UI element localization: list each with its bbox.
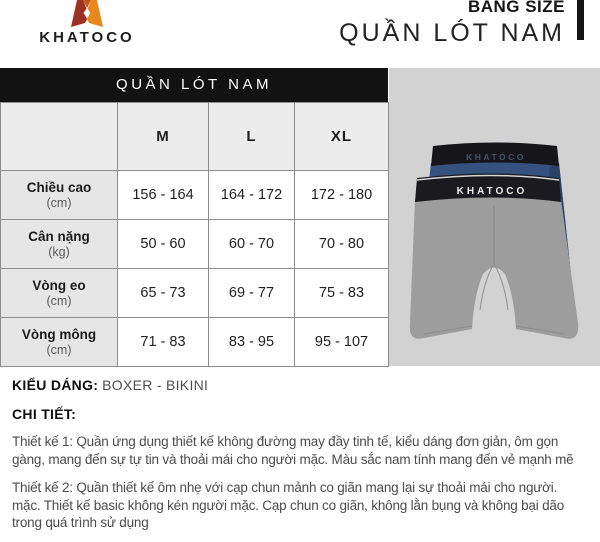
row-label-weight: Cân nặng (kg) xyxy=(0,219,118,269)
brand-logo-icon xyxy=(71,0,103,27)
details-section: KIỂU DÁNG: BOXER - BIKINI CHI TIẾT: Thiế… xyxy=(12,371,592,532)
row-unit-text: (cm) xyxy=(46,343,72,357)
cell-weight-l: 60 - 70 xyxy=(208,219,295,269)
size-column-m: M xyxy=(117,102,209,171)
paragraph-line: mặc. Thiết kế basic không kén người mặc.… xyxy=(12,497,564,513)
boxers-illustration: KHATOCO KHATOCO xyxy=(409,142,579,339)
row-label-height: Chiều cao (cm) xyxy=(0,170,118,220)
size-column-l: L xyxy=(208,102,295,171)
product-photo: KHATOCO KHATOCO xyxy=(389,68,600,366)
row-label-text: Cân nặng xyxy=(28,229,90,244)
paragraph-line: Thiết kế 1: Quần ứng dụng thiết kế không… xyxy=(12,434,559,449)
header-title-small: BẢNG SIZE xyxy=(467,0,565,16)
waistband-brand-text-blue: KHATOCO xyxy=(466,152,526,162)
style-label: KIỂU DÁNG: xyxy=(12,377,99,393)
size-grid: M L XL Chiều cao (cm) 156 - 164 164 - 17… xyxy=(0,102,389,367)
paragraph-line: gàng, mang đến sự tự tin và thoải mái ch… xyxy=(12,451,574,467)
table-row-weight: Cân nặng (kg) 50 - 60 60 - 70 70 - 80 xyxy=(0,219,389,269)
row-unit-text: (cm) xyxy=(46,196,72,210)
cell-hip-xl: 95 - 107 xyxy=(294,317,389,367)
header-accent-bar xyxy=(577,0,584,40)
paragraph-line: Thiết kế 2: Quần thiết kế ôm nhẹ với cạp… xyxy=(12,480,558,495)
table-row-waist: Vòng eo (cm) 65 - 73 69 - 77 75 - 83 xyxy=(0,268,389,318)
row-unit-text: (kg) xyxy=(48,245,70,259)
row-label-hip: Vòng mông (cm) xyxy=(0,317,118,367)
row-label-text: Vòng mông xyxy=(21,327,97,342)
detail-paragraph-2: Thiết kế 2: Quần thiết kế ôm nhẹ với cạp… xyxy=(12,479,592,532)
cell-weight-m: 50 - 60 xyxy=(117,219,209,269)
table-row-height: Chiều cao (cm) 156 - 164 164 - 172 172 -… xyxy=(0,170,389,220)
cell-waist-xl: 75 - 83 xyxy=(294,268,389,318)
detail-paragraph-1: Thiết kế 1: Quần ứng dụng thiết kế không… xyxy=(12,433,592,468)
style-value: BOXER - BIKINI xyxy=(102,377,209,393)
cell-height-l: 164 - 172 xyxy=(208,170,295,220)
page-header-titles: BẢNG SIZE QUẦN LÓT NAM xyxy=(339,0,565,48)
cell-hip-l: 83 - 95 xyxy=(208,317,295,367)
cell-height-xl: 172 - 180 xyxy=(294,170,389,220)
cell-waist-l: 69 - 77 xyxy=(208,268,295,318)
row-label-text: Chiều cao xyxy=(26,180,92,195)
style-line: KIỂU DÁNG: BOXER - BIKINI xyxy=(12,377,592,393)
cell-hip-m: 71 - 83 xyxy=(117,317,209,367)
brand-logo: KHATOCO xyxy=(32,0,142,46)
detail-label: CHI TIẾT: xyxy=(12,406,77,422)
row-label-text: Vòng eo xyxy=(32,278,86,293)
cell-height-m: 156 - 164 xyxy=(117,170,209,220)
size-header-empty-cell xyxy=(0,102,118,171)
cell-waist-m: 65 - 73 xyxy=(117,268,209,318)
paragraph-line: trong quá trình sử dụng xyxy=(12,515,149,530)
cell-weight-xl: 70 - 80 xyxy=(294,219,389,269)
size-chart-table: QUẦN LÓT NAM M L XL Chiều cao (cm) 156 -… xyxy=(0,68,389,367)
size-header-row: M L XL xyxy=(0,102,389,171)
row-label-waist: Vòng eo (cm) xyxy=(0,268,118,318)
row-unit-text: (cm) xyxy=(46,294,72,308)
size-column-xl: XL xyxy=(294,102,389,171)
waistband-brand-text-gray: KHATOCO xyxy=(457,186,528,197)
table-row-hip: Vòng mông (cm) 71 - 83 83 - 95 95 - 107 xyxy=(0,317,389,367)
brand-logo-text: KHATOCO xyxy=(39,29,135,46)
header-title-large: QUẦN LÓT NAM xyxy=(339,19,565,47)
boxer-gray: KHATOCO xyxy=(409,173,579,339)
table-title: QUẦN LÓT NAM xyxy=(0,68,388,102)
